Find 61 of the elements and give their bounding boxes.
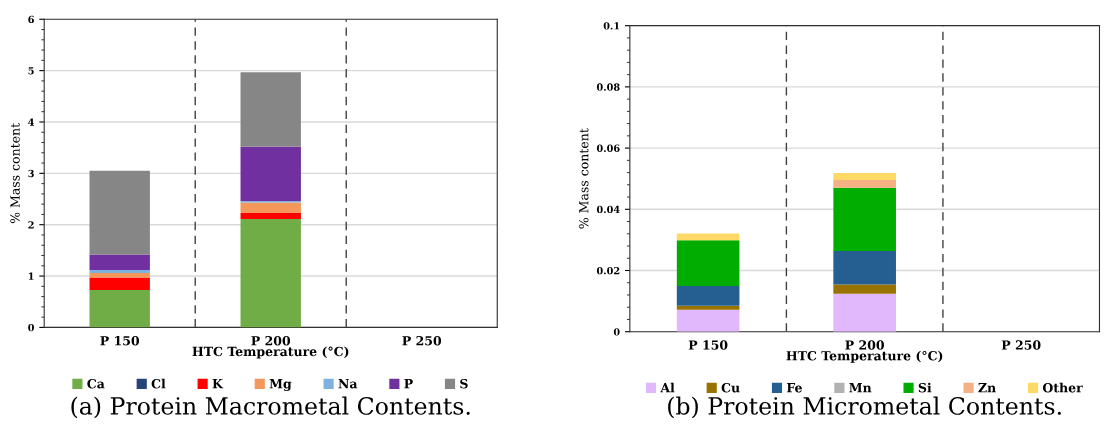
y-tick-label: 2 xyxy=(28,221,34,229)
y-axis-title: % Mass content xyxy=(579,128,589,229)
bar xyxy=(676,286,740,306)
bar xyxy=(833,293,896,332)
legend-label: Other xyxy=(1042,382,1083,393)
bar xyxy=(240,219,301,328)
legend-label: Fe xyxy=(786,383,802,393)
y-tick-label: 0 xyxy=(613,328,620,336)
y-tick-label: 4 xyxy=(28,118,35,126)
bar xyxy=(676,233,740,241)
legend-label: Na xyxy=(338,379,358,389)
y-tick-label: 0.04 xyxy=(596,205,620,214)
legend-label: Mn xyxy=(849,383,872,393)
legend-label: Zn xyxy=(978,383,996,393)
x-tick-label: P 150 xyxy=(688,340,728,350)
bar xyxy=(89,277,150,290)
bar xyxy=(833,250,896,285)
bar xyxy=(833,284,896,294)
text: (a) Protein Macrometal Contents. xyxy=(71,396,470,419)
y-tick-label: 0.02 xyxy=(596,266,620,275)
bar xyxy=(676,240,740,287)
legend-label: S xyxy=(460,378,468,389)
bar xyxy=(89,289,150,328)
bar xyxy=(240,72,301,147)
x-tick-label: P 250 xyxy=(402,335,442,346)
y-axis-title: % Mass content xyxy=(10,122,20,224)
text: (b) Protein Micrometal Contents. xyxy=(668,396,1061,419)
y-tick-label: 0.06 xyxy=(596,144,620,152)
x-tick-label: P 200 xyxy=(845,340,884,350)
bar xyxy=(676,305,740,310)
x-axis-title: HTC Temperature (°C) xyxy=(192,346,349,359)
x-tick-label: P 200 xyxy=(251,335,291,346)
y-tick-label: 0.1 xyxy=(603,22,620,30)
y-tick-label: 0.08 xyxy=(596,83,620,91)
legend-label: Cu xyxy=(721,382,740,393)
bar xyxy=(676,309,740,332)
y-tick-label: 6 xyxy=(28,15,34,24)
bar xyxy=(89,272,150,278)
legend-label: Si xyxy=(918,382,932,393)
legend-label: Mg xyxy=(269,379,292,392)
y-tick-label: 5 xyxy=(28,67,34,75)
legend-label: Ca xyxy=(87,378,105,389)
bar xyxy=(833,179,896,188)
y-tick-label: 0 xyxy=(28,323,35,332)
y-tick-label: 3 xyxy=(28,169,34,178)
bar xyxy=(240,212,301,220)
bar xyxy=(89,269,150,273)
bar xyxy=(833,172,896,180)
bar xyxy=(89,254,150,270)
legend-label: K xyxy=(212,379,224,389)
x-tick-label: P 250 xyxy=(1001,340,1041,350)
y-tick-label: 1 xyxy=(28,272,34,280)
bar xyxy=(240,146,301,202)
legend-label: P xyxy=(404,379,413,389)
bar xyxy=(833,187,896,251)
bar xyxy=(89,170,150,255)
x-tick-label: P 150 xyxy=(100,335,140,346)
bar xyxy=(240,202,301,213)
legend-label: Al xyxy=(660,382,675,393)
x-axis-title: HTC Temperature (°C) xyxy=(786,350,943,363)
legend-label: Cl xyxy=(151,378,166,389)
